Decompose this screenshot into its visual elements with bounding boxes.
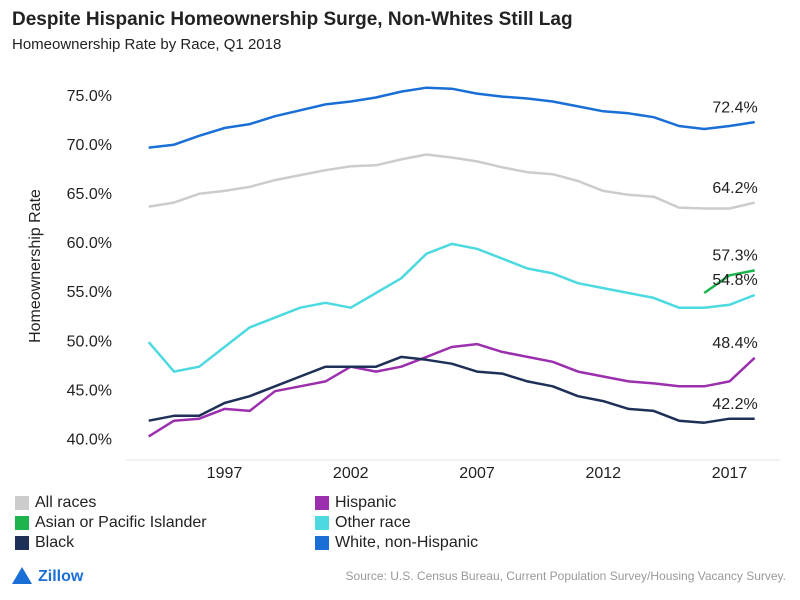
chart-subtitle: Homeownership Rate by Race, Q1 2018 — [12, 36, 281, 53]
legend-label: Other race — [335, 514, 411, 531]
x-tick-label: 2002 — [333, 465, 369, 482]
y-tick-label: 60.0% — [67, 235, 112, 252]
series-line — [147, 242, 756, 373]
series-line — [148, 355, 755, 424]
legend-label: All races — [35, 494, 96, 511]
y-tick-label: 55.0% — [67, 284, 112, 301]
legend-label: Asian or Pacific Islander — [35, 514, 207, 531]
y-tick-label: 40.0% — [67, 432, 112, 449]
y-tick-label: 75.0% — [67, 88, 112, 105]
legend-swatch — [315, 536, 329, 550]
x-tick-label: 2012 — [585, 465, 621, 482]
brand: Zillow — [38, 568, 84, 585]
legend-swatch — [15, 536, 29, 550]
series-line — [148, 86, 755, 149]
logo: Zillow — [12, 567, 84, 585]
value-label: 57.3% — [712, 248, 757, 265]
legend-swatch — [15, 496, 29, 510]
value-label: 42.2% — [712, 396, 757, 413]
legend-label: White, non-Hispanic — [335, 534, 478, 551]
y-tick-label: 70.0% — [67, 137, 112, 154]
value-label: 48.4% — [712, 335, 757, 352]
legend-swatch — [315, 496, 329, 510]
logo-icon — [12, 567, 32, 584]
series-line — [148, 153, 755, 210]
legend-label: Black — [35, 534, 75, 551]
value-label: 72.4% — [712, 99, 757, 116]
y-tick-label: 50.0% — [67, 333, 112, 350]
legend-label: Hispanic — [335, 494, 396, 511]
legend-swatch — [15, 516, 29, 530]
y-tick-label: 45.0% — [67, 382, 112, 399]
series-line — [703, 269, 755, 295]
x-tick-label: 1997 — [207, 465, 243, 482]
legend-swatch — [315, 516, 329, 530]
x-tick-label: 2007 — [459, 465, 495, 482]
source: Source: U.S. Census Bureau, Current Popu… — [346, 569, 786, 583]
y-tick-label: 65.0% — [67, 186, 112, 203]
series-line — [148, 342, 756, 438]
value-label: 64.2% — [712, 180, 757, 197]
x-tick-label: 2017 — [712, 465, 748, 482]
chart-title: Despite Hispanic Homeownership Surge, No… — [12, 9, 573, 30]
value-label: 54.8% — [712, 272, 757, 289]
y-axis-label: Homeownership Rate — [27, 189, 44, 343]
